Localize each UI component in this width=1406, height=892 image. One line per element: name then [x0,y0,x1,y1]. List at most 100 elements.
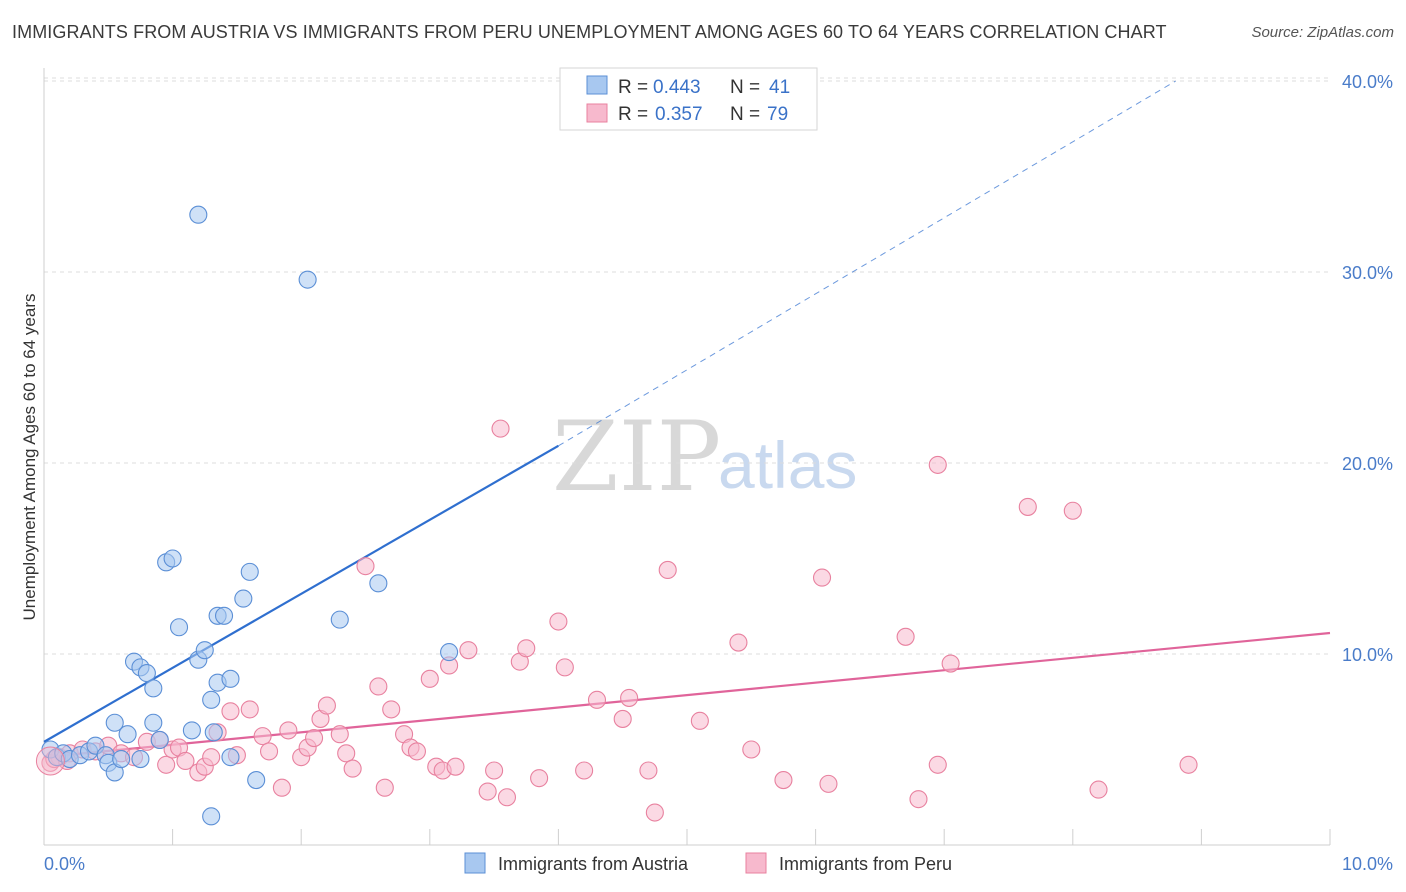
peru-point [1018,497,1037,516]
y-tick-label: 10.0% [1342,645,1393,665]
peru-point [587,690,607,709]
austria-point [202,690,221,709]
peru-point [253,727,272,746]
peru-point [157,755,176,774]
watermark-atlas: atlas [718,428,857,502]
peru-r-label: R = [618,104,648,125]
austria-point [112,749,131,769]
austria-point [234,589,253,608]
austria-n-label: N = [730,77,760,98]
austria-point [189,205,208,224]
austria-point [221,748,240,767]
austria-point [137,664,156,683]
legend-peru-label: Immigrants from Peru [779,854,952,874]
peru-point [240,700,259,719]
watermark-zip: ZIP [552,401,721,513]
y-tick-label: 40.0% [1342,72,1393,92]
x-tick-label-min: 0.0% [44,854,85,874]
peru-point [819,774,838,793]
austria-point [169,618,189,637]
peru-point [491,419,510,438]
peru-point [407,742,426,761]
peru-point [928,755,947,774]
peru-n-label: N = [730,104,760,125]
peru-point [555,658,574,677]
peru-point [375,778,394,797]
austria-swatch [586,75,608,95]
peru-point [620,688,639,707]
austria-point [195,641,214,660]
peru-point [35,746,65,776]
source-label: Source: ZipAtlas.com [1251,24,1394,41]
peru-trend-line [43,631,1331,759]
austria-point [150,730,169,750]
austria-point [440,643,459,662]
austria-point [131,749,150,769]
austria-trend-extension [558,80,1176,447]
peru-point [446,757,465,776]
austria-point [214,606,234,625]
peru-point [221,702,240,721]
austria-point [204,723,223,742]
peru-point [459,641,478,660]
peru-point [530,769,549,788]
austria-trend-line [43,444,559,743]
y-axis-label: Unemployment Among Ages 60 to 64 years [20,294,39,621]
gridlines [44,77,1330,655]
austria-r-label: R = [618,77,648,98]
peru-point [317,696,336,715]
peru-point [645,803,664,822]
peru-point [658,560,677,580]
peru-point [420,669,439,688]
peru-point [279,721,298,740]
peru-n-value: 79 [767,104,788,125]
chart-title: IMMIGRANTS FROM AUSTRIA VS IMMIGRANTS FR… [12,22,1167,42]
peru-point [272,778,291,797]
peru-point [909,790,928,809]
peru-swatch [586,103,608,123]
peru-point [812,568,832,587]
peru-point [485,761,504,780]
peru-r-value: 0.357 [655,104,703,125]
austria-r-value: 0.443 [653,77,701,98]
y-tick-label: 20.0% [1342,454,1393,474]
peru-point [1063,501,1082,520]
axes: 10.0% 20.0% 30.0% 40.0% 0.0% 10.0% [43,68,1393,874]
austria-point [247,771,266,790]
austria-point [369,574,388,593]
austria-point [118,725,137,744]
peru-point [690,711,709,730]
peru-point [176,751,195,771]
peru-point [337,744,356,763]
series-legend: Immigrants from Austria Immigrants from … [464,852,952,874]
y-tick-label: 30.0% [1342,263,1393,283]
austria-point [144,713,163,732]
austria-n-value: 41 [769,77,790,98]
peru-point [549,612,568,631]
austria-point [144,679,163,698]
peru-point [742,740,761,759]
peru-point [259,742,279,761]
peru-point [369,677,388,696]
austria-point [202,807,221,826]
austria-point [330,610,349,629]
peru-point [330,725,349,744]
peru-point [729,633,748,652]
peru-point [774,771,793,790]
austria-point [182,721,201,740]
austria-point [240,562,259,581]
peru-point [896,627,915,646]
peru-point [356,557,375,576]
peru-point [202,748,221,767]
peru-point [517,639,536,658]
peru-point [382,700,401,719]
austria-point [163,549,182,568]
data-points [35,205,1198,826]
peru-point [497,788,517,807]
austria-point [298,270,317,289]
legend-austria-label: Immigrants from Austria [498,854,689,874]
legend-austria-swatch [464,852,486,874]
peru-point [575,761,594,780]
peru-point [478,782,497,801]
